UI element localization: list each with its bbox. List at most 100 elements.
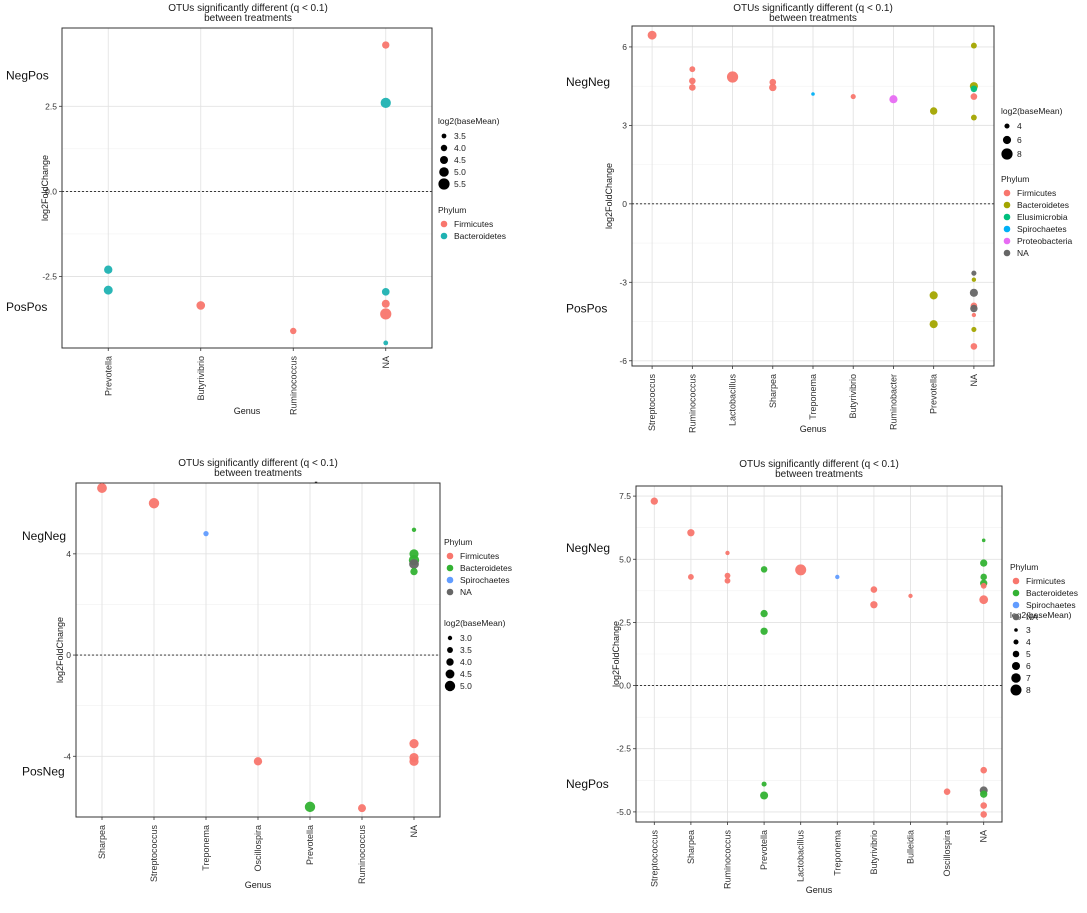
size-legend-key <box>1002 135 1012 145</box>
size-legend-key <box>440 144 448 152</box>
x-tick-label-prevotella: Prevotella <box>305 825 315 865</box>
size-legend-label: 4.0 <box>454 143 466 153</box>
size-legend-label: 8 <box>1026 685 1031 695</box>
legend-key-firmicutes <box>440 220 448 228</box>
point-na-bacteroidetes <box>410 567 418 576</box>
point-prevotella-bacteroidetes <box>304 801 316 813</box>
point-treponema-spirochaetes <box>835 574 840 580</box>
point-na-bacteroidetes <box>981 538 986 543</box>
size-legend-title: log2(baseMean) <box>1001 106 1063 116</box>
chart-title: OTUs significantly different (q < 0.1) <box>739 459 899 470</box>
y-tick-label: 5.0 <box>619 554 631 564</box>
legend-key-spirochaetes <box>1003 225 1011 233</box>
point-na-firmicutes <box>409 756 419 766</box>
size-legend-key <box>1001 148 1013 160</box>
x-tick-label-prevotella: Prevotella <box>103 356 113 396</box>
size-legend-label: 5.5 <box>454 179 466 189</box>
legend-key-bacteroidetes <box>1012 589 1020 597</box>
color-legend: Phylum Firmicutes Bacteroidetes <box>438 205 506 241</box>
x-tick-label-oscillospira: Oscillospira <box>942 830 952 877</box>
y-tick-label: 2.5 <box>45 101 57 111</box>
size-legend-label: 3.5 <box>454 131 466 141</box>
x-tick-label-butyrivibrio: Butyrivibrio <box>196 356 206 401</box>
x-axis-title: Genus <box>234 406 261 416</box>
point-butyrivibrio-firmicutes <box>196 301 206 310</box>
legend-key-elusimicrobia <box>1003 213 1011 221</box>
x-tick-label-na: NA <box>381 356 391 369</box>
panel-2: OTUs significantly different (q < 0.1)be… <box>566 3 1073 434</box>
panel-3: OTUs significantly different (q < 0.1)be… <box>22 458 512 890</box>
point-prevotella-bacteroidetes <box>929 107 938 115</box>
point-na-bacteroidetes <box>971 277 977 282</box>
point-ruminobacter-proteobacteria <box>889 95 898 104</box>
y-tick-label: 7.5 <box>619 491 631 501</box>
point-sharpea-firmicutes <box>97 483 107 493</box>
size-legend-key <box>445 669 455 679</box>
size-legend-key <box>447 647 453 653</box>
point-sharpea-firmicutes <box>769 78 777 86</box>
x-tick-label-na: NA <box>969 374 979 387</box>
point-oscillospira-firmicutes <box>943 788 951 795</box>
point-prevotella-bacteroidetes <box>103 285 113 295</box>
chart-subtitle: between treatments <box>204 13 292 24</box>
legend-key-na <box>446 588 454 596</box>
point-lactobacillus-firmicutes <box>795 564 807 576</box>
chart-subtitle: between treatments <box>769 13 857 24</box>
group-label-negpos: NegPos <box>566 777 609 791</box>
size-legend-key <box>1004 123 1010 129</box>
x-tick-label-sharpea: Sharpea <box>686 830 696 864</box>
point-sharpea-firmicutes <box>687 574 694 580</box>
legend-key-spirochaetes <box>446 576 454 584</box>
point-na-firmicutes <box>970 343 978 350</box>
size-legend-key <box>1013 639 1019 645</box>
point-streptococcus-firmicutes <box>148 498 160 509</box>
size-legend-title: log2(baseMean) <box>438 116 500 126</box>
size-legend-label: 5 <box>1026 649 1031 659</box>
legend-label-spirochaetes: Spirochaetes <box>460 575 510 585</box>
chart-subtitle: between treatments <box>775 469 863 480</box>
size-legend-label: 3.0 <box>460 633 472 643</box>
size-legend-title: log2(baseMean) <box>444 618 506 628</box>
point-na-firmicutes <box>382 41 390 49</box>
size-legend: log2(baseMean) 4 6 8 <box>1001 106 1063 160</box>
y-axis-title: log2FoldChange <box>40 155 50 221</box>
point-na-bacteroidetes <box>980 573 987 581</box>
y-tick-label: 0 <box>622 199 627 209</box>
size-legend-key <box>1014 628 1018 632</box>
legend-label-spirochaetes: Spirochaetes <box>1026 600 1076 610</box>
size-legend-label: 4 <box>1017 121 1022 131</box>
plot-area <box>62 28 432 348</box>
point-sharpea-firmicutes <box>687 529 695 537</box>
point-na-bacteroidetes <box>970 114 977 121</box>
point-na-bacteroidetes <box>980 559 988 567</box>
plot-border <box>631 25 995 367</box>
group-label-negneg: NegNeg <box>566 75 610 89</box>
x-tick-label-ruminococcus: Ruminococcus <box>723 830 733 890</box>
size-legend-key <box>439 167 449 177</box>
legend-key-bacteroidetes <box>440 232 448 240</box>
point-ruminococcus-firmicutes <box>290 327 297 335</box>
point-na-bacteroidetes <box>971 326 977 332</box>
plot-border <box>635 485 1003 823</box>
point-na-firmicutes <box>980 811 987 818</box>
legend-label-proteobacteria: Proteobacteria <box>1017 236 1073 246</box>
legend-label-firmicutes: Firmicutes <box>460 551 499 561</box>
chart-title: OTUs significantly different (q < 0.1) <box>168 3 328 14</box>
size-legend-key <box>438 178 450 190</box>
point-na-na <box>409 559 419 569</box>
x-tick-label-ruminococcus: Ruminococcus <box>288 356 298 416</box>
x-tick-label-oscillospira: Oscillospira <box>253 825 263 872</box>
size-legend-label: 4.5 <box>454 155 466 165</box>
legend-key-na <box>1003 249 1011 257</box>
group-label-pospos: PosPos <box>566 301 607 315</box>
y-tick-label: 0.0 <box>45 186 57 196</box>
legend-key-spirochaetes <box>1012 601 1020 609</box>
y-tick-label: 3 <box>622 120 627 130</box>
point-na-firmicutes <box>980 802 987 809</box>
x-tick-label-streptococcus: Streptococcus <box>149 825 159 883</box>
size-legend-label: 6 <box>1017 135 1022 145</box>
size-legend: log2(baseMean) 3.0 3.5 4.0 4.5 5.0 <box>444 618 506 692</box>
x-tick-label-ruminococcus: Ruminococcus <box>357 825 367 885</box>
point-prevotella-bacteroidetes <box>929 320 938 329</box>
